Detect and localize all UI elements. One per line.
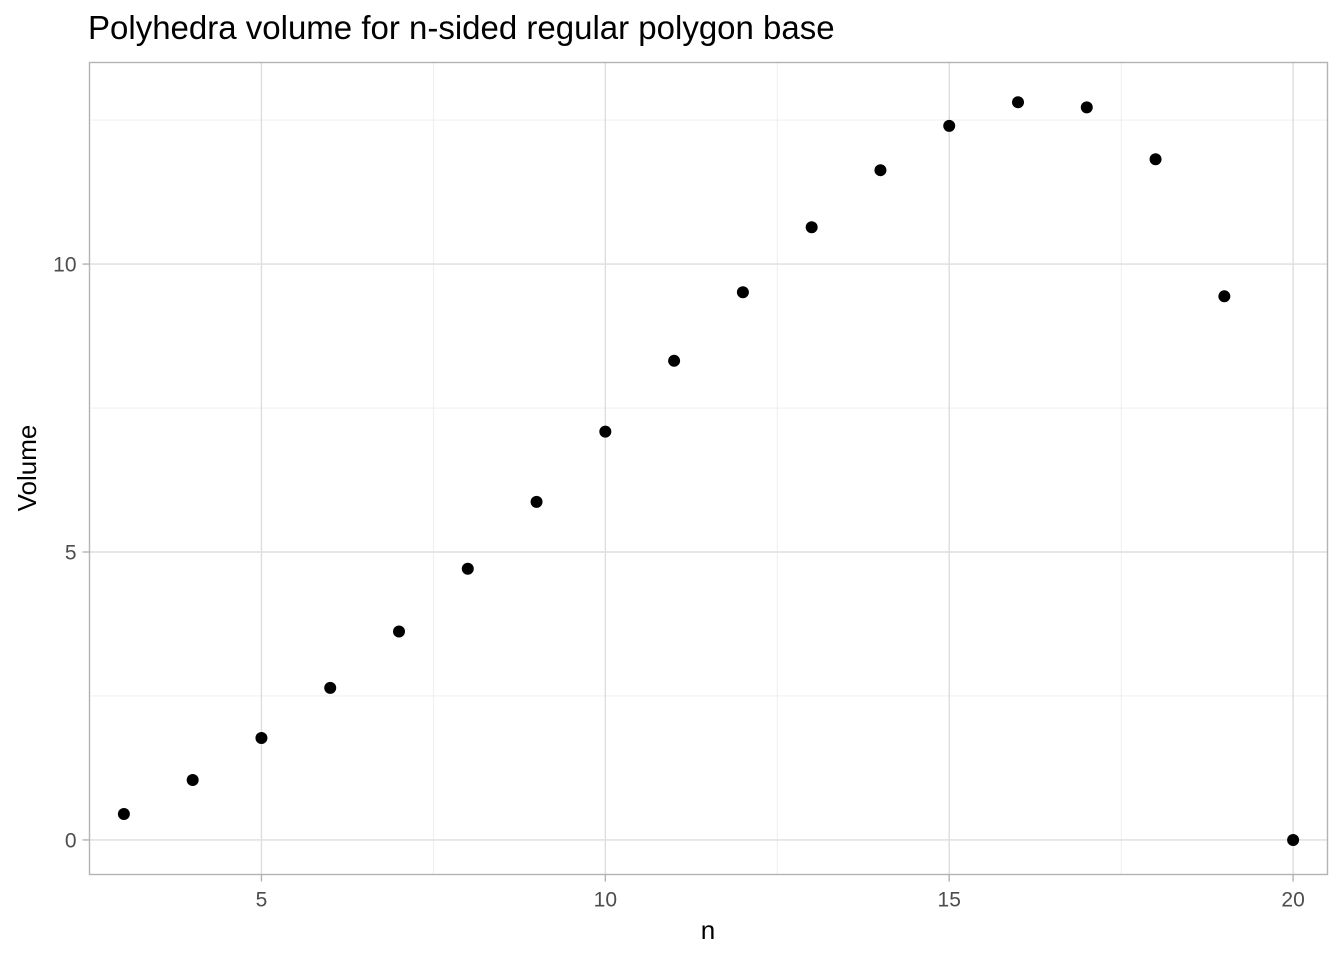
data-point: [393, 625, 405, 638]
data-point: [1218, 290, 1231, 303]
data-point: [1287, 833, 1300, 846]
x-tick-label: 10: [594, 889, 617, 912]
x-axis-ticks: 5 10 15 20: [256, 874, 1305, 912]
data-point: [530, 495, 543, 508]
plot-panel: [88, 61, 1329, 876]
data-point: [668, 354, 681, 367]
data-point: [186, 774, 199, 787]
minor-gridlines: [89, 62, 1328, 875]
data-point: [805, 221, 818, 234]
y-axis-title: Volume: [12, 425, 42, 512]
y-axis-ticks: 0 5 10: [53, 254, 90, 852]
data-point: [324, 681, 337, 694]
data-points: [117, 96, 1300, 846]
data-point: [1149, 153, 1162, 166]
x-axis-title: n: [701, 915, 715, 945]
data-point: [1012, 96, 1024, 109]
y-tick-label: 0: [65, 829, 77, 852]
data-point: [255, 732, 268, 745]
data-point: [736, 286, 749, 299]
x-tick-label: 5: [256, 889, 268, 912]
data-point: [874, 164, 887, 177]
y-tick-label: 5: [65, 542, 77, 565]
major-gridlines: [89, 62, 1328, 875]
data-point: [117, 808, 130, 821]
data-point: [599, 425, 612, 438]
chart-title: Polyhedra volume for n-sided regular pol…: [88, 9, 835, 46]
y-tick-label: 10: [53, 254, 76, 277]
data-point: [1080, 101, 1093, 114]
x-tick-label: 20: [1281, 889, 1304, 912]
data-point: [461, 562, 474, 575]
x-tick-label: 15: [938, 889, 961, 912]
data-point: [943, 119, 956, 132]
